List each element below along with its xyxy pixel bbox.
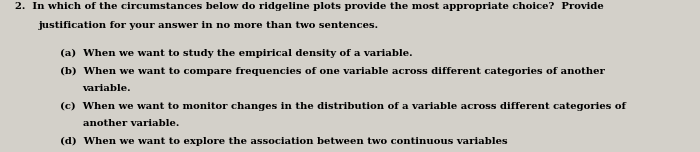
Text: another variable.: another variable. <box>83 119 179 128</box>
Text: (a)  When we want to study the empirical density of a variable.: (a) When we want to study the empirical … <box>60 49 412 58</box>
Text: justification for your answer in no more than two sentences.: justification for your answer in no more… <box>38 21 379 30</box>
Text: (d)  When we want to explore the association between two continuous variables: (d) When we want to explore the associat… <box>60 137 507 146</box>
Text: (b)  When we want to compare frequencies of one variable across different catego: (b) When we want to compare frequencies … <box>60 67 604 76</box>
Text: variable.: variable. <box>83 84 131 93</box>
Text: (c)  When we want to monitor changes in the distribution of a variable across di: (c) When we want to monitor changes in t… <box>60 102 625 111</box>
Text: 2.  In which of the circumstances below do ridgeline plots provide the most appr: 2. In which of the circumstances below d… <box>15 2 604 11</box>
